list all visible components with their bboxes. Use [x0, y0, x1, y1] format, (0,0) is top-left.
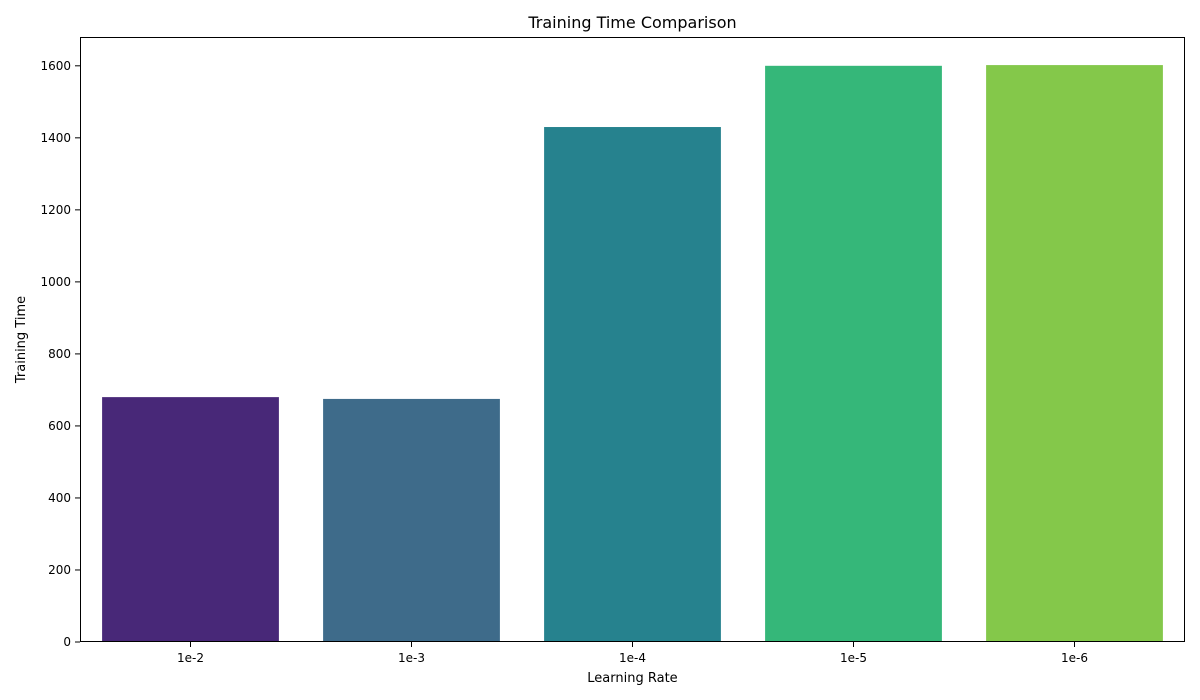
y-tick-label: 200 — [48, 563, 71, 577]
y-tick-label: 600 — [48, 419, 71, 433]
y-tick-label: 0 — [63, 635, 71, 649]
chart-title: Training Time Comparison — [527, 13, 736, 32]
plot-frame — [80, 37, 1185, 642]
x-axis-ticks: 1e-2 1e-3 1e-4 1e-5 1e-6 — [177, 642, 1088, 665]
y-tick-label: 1600 — [40, 59, 71, 73]
bar-1e-2 — [102, 397, 279, 642]
bar-1e-5 — [765, 65, 942, 643]
y-tick-label: 800 — [48, 347, 71, 361]
y-tick-label: 1200 — [40, 203, 71, 217]
y-tick-label: 1400 — [40, 131, 71, 145]
bar-1e-3 — [323, 398, 500, 642]
y-tick-label: 400 — [48, 491, 71, 505]
x-tick-label: 1e-3 — [398, 651, 425, 665]
bar-1e-4 — [544, 127, 721, 642]
x-axis-label: Learning Rate — [587, 671, 677, 686]
x-tick-label: 1e-2 — [177, 651, 204, 665]
x-tick-label: 1e-6 — [1061, 651, 1088, 665]
x-tick-label: 1e-5 — [840, 651, 867, 665]
bars-group — [102, 65, 1163, 643]
y-tick-label: 1000 — [40, 275, 71, 289]
bar-1e-6 — [986, 65, 1163, 642]
x-tick-label: 1e-4 — [619, 651, 646, 665]
y-axis-label: Training Time — [14, 296, 29, 384]
y-axis-ticks: 0 200 400 600 800 1000 1200 1400 1600 — [40, 59, 80, 649]
